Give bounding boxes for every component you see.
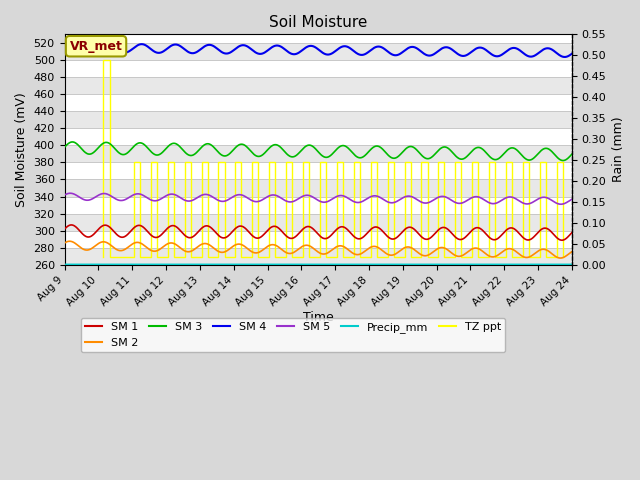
Bar — [65, 248, 572, 265]
Bar — [65, 43, 572, 60]
Title: Soil Moisture: Soil Moisture — [269, 15, 367, 30]
Bar — [65, 214, 572, 231]
Bar — [65, 77, 572, 94]
Y-axis label: Soil Moisture (mV): Soil Moisture (mV) — [15, 92, 28, 207]
Bar — [65, 180, 572, 197]
Bar — [65, 111, 572, 128]
Bar — [65, 145, 572, 162]
Text: VR_met: VR_met — [70, 40, 122, 53]
Legend: SM 1, SM 2, SM 3, SM 4, SM 5, Precip_mm, TZ ppt: SM 1, SM 2, SM 3, SM 4, SM 5, Precip_mm,… — [81, 318, 505, 352]
Y-axis label: Rain (mm): Rain (mm) — [612, 117, 625, 182]
X-axis label: Time: Time — [303, 311, 333, 324]
